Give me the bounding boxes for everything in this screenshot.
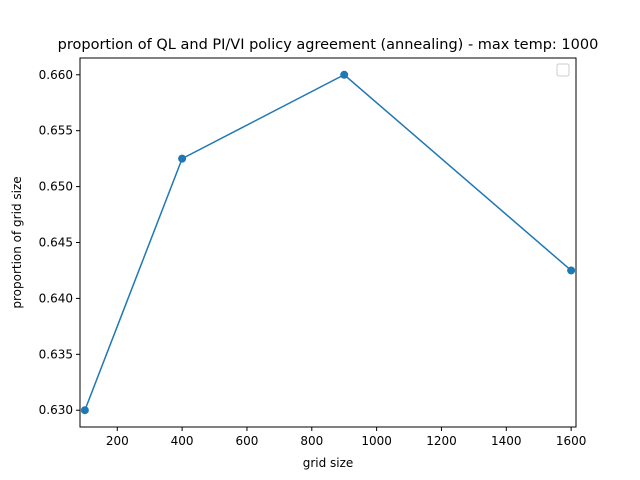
y-tick-label: 0.650 <box>39 180 73 194</box>
data-point <box>178 154 187 163</box>
chart-title: proportion of QL and PI/VI policy agreem… <box>58 37 599 53</box>
legend-box <box>556 63 570 77</box>
x-tick-label: 800 <box>300 434 323 448</box>
y-tick-label: 0.655 <box>39 124 73 138</box>
x-tick-label: 200 <box>106 434 129 448</box>
plot-area <box>80 70 576 415</box>
x-tick-label: 1400 <box>491 434 522 448</box>
y-tick-label: 0.630 <box>39 403 73 417</box>
y-tick-label: 0.660 <box>39 68 73 82</box>
data-point <box>340 70 349 79</box>
x-tick-label: 600 <box>236 434 259 448</box>
x-tick-label: 1000 <box>361 434 392 448</box>
y-axis-ticks: 0.630 0.635 0.640 0.645 0.650 0.655 0.660 <box>39 68 80 417</box>
x-tick-label: 1200 <box>426 434 457 448</box>
x-tick-label: 400 <box>171 434 194 448</box>
y-tick-label: 0.645 <box>39 236 73 250</box>
series-line <box>84 73 572 411</box>
data-point <box>567 266 576 275</box>
y-tick-label: 0.635 <box>39 347 73 361</box>
x-tick-label: 1600 <box>556 434 587 448</box>
data-point <box>80 406 89 415</box>
y-tick-label: 0.640 <box>39 291 73 305</box>
y-axis-label: proportion of grid size <box>10 176 24 308</box>
x-axis-ticks: 200 400 600 800 1000 1200 1400 1600 <box>106 427 587 448</box>
x-axis-label: grid size <box>303 456 354 470</box>
